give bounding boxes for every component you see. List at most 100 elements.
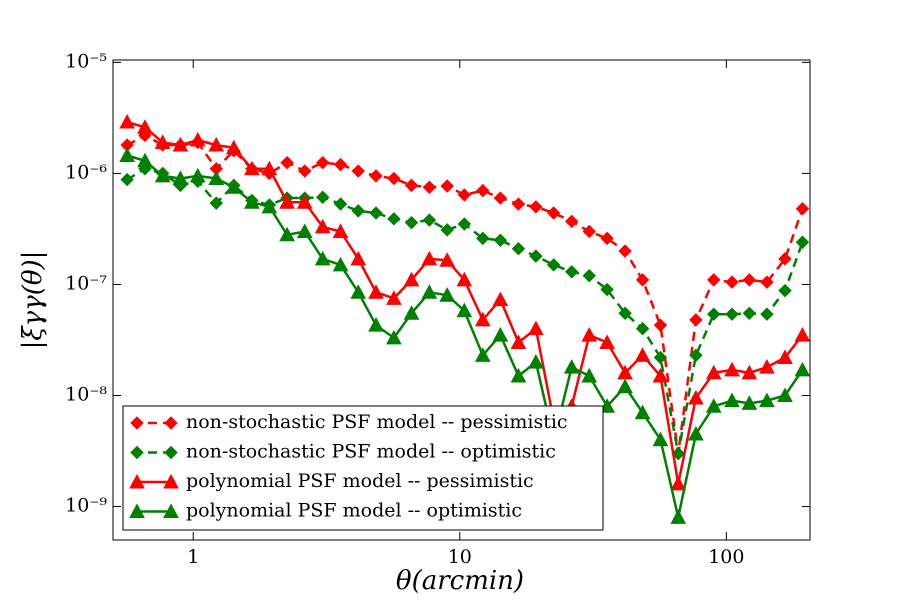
data-point — [421, 284, 438, 299]
data-point — [741, 395, 758, 410]
legend-label: polynomial PSF model -- optimistic — [186, 500, 522, 522]
legend-marker — [163, 503, 179, 518]
data-point — [474, 311, 491, 327]
data-point — [154, 167, 171, 183]
legend-marker — [163, 473, 179, 489]
data-point — [599, 334, 615, 350]
data-point — [154, 134, 171, 149]
data-point — [617, 378, 633, 394]
data-point — [261, 160, 278, 176]
data-point — [600, 282, 614, 297]
x-tick-label: 1 — [187, 546, 199, 568]
data-point — [546, 206, 561, 220]
data-point — [565, 214, 579, 229]
data-point — [652, 367, 669, 383]
data-point — [652, 431, 669, 447]
y-tick-label: 10⁻⁶ — [65, 161, 107, 183]
data-point — [600, 231, 614, 246]
data-point — [742, 306, 757, 321]
data-point — [189, 167, 206, 183]
data-point — [492, 327, 509, 342]
x-tick-label: 100 — [708, 546, 744, 568]
data-point — [794, 327, 810, 342]
y-tick-label: 10⁻⁹ — [65, 495, 107, 517]
data-point — [314, 218, 331, 234]
data-point — [422, 180, 437, 194]
data-point — [350, 250, 367, 266]
data-point — [474, 347, 491, 362]
data-point — [563, 359, 580, 374]
data-point — [403, 305, 420, 320]
data-point — [635, 321, 650, 336]
data-point — [510, 334, 527, 350]
data-point — [316, 155, 330, 170]
data-point — [209, 196, 223, 210]
legend-marker — [129, 503, 145, 518]
data-point — [688, 389, 704, 405]
data-point — [350, 284, 367, 299]
data-point — [386, 329, 402, 345]
data-point — [777, 349, 793, 364]
data-point — [457, 188, 472, 202]
data-point — [119, 147, 135, 162]
data-point — [529, 200, 543, 214]
data-point — [404, 215, 419, 230]
data-point — [476, 231, 490, 246]
data-point — [725, 307, 739, 321]
data-point — [778, 283, 792, 298]
data-point — [528, 354, 544, 369]
data-point — [172, 137, 189, 152]
data-point — [456, 271, 473, 287]
legend-label: polynomial PSF model -- pessimistic — [186, 470, 534, 492]
legend-box — [122, 405, 604, 531]
y-axis-label: |ξγγ(θ)| — [18, 251, 48, 350]
data-point — [333, 197, 348, 211]
data-point — [422, 213, 437, 227]
data-point — [421, 250, 438, 266]
data-point — [280, 155, 294, 170]
data-point — [368, 317, 384, 332]
data-point — [208, 170, 225, 185]
data-point — [760, 275, 774, 289]
legend-label: non-stochastic PSF model -- optimistic — [186, 441, 556, 463]
data-point — [351, 164, 365, 178]
data-point — [244, 160, 260, 176]
data-point — [760, 307, 774, 321]
legend-marker — [164, 445, 178, 460]
data-point — [510, 367, 527, 383]
data-point — [528, 320, 544, 336]
y-tick-label: 10⁻⁵ — [65, 50, 107, 72]
data-point — [741, 364, 758, 380]
series-line — [126, 133, 804, 454]
data-point — [724, 392, 740, 408]
data-point — [333, 157, 348, 172]
data-point — [778, 252, 792, 266]
data-point — [244, 194, 260, 209]
data-point — [653, 318, 668, 332]
data-point — [705, 364, 722, 380]
data-point — [794, 361, 810, 377]
data-point — [332, 256, 349, 272]
data-point — [172, 170, 189, 185]
data-point — [296, 194, 313, 209]
data-point — [671, 446, 685, 461]
data-point — [261, 198, 278, 214]
data-point — [189, 131, 206, 147]
data-point — [511, 197, 526, 211]
data-point — [795, 235, 810, 249]
y-tick-label: 10⁻⁷ — [65, 272, 107, 294]
data-point — [599, 398, 615, 413]
data-point — [546, 258, 561, 272]
data-point — [120, 172, 134, 187]
data-point — [618, 244, 632, 258]
data-point — [137, 119, 153, 134]
legend-marker — [130, 416, 144, 430]
data-point — [565, 265, 579, 279]
x-tick-label: 10 — [448, 546, 472, 568]
data-point — [724, 361, 740, 377]
data-point — [493, 233, 508, 247]
data-point — [316, 190, 330, 204]
data-point — [634, 347, 651, 362]
legend-marker — [129, 473, 145, 489]
data-point — [653, 350, 668, 365]
